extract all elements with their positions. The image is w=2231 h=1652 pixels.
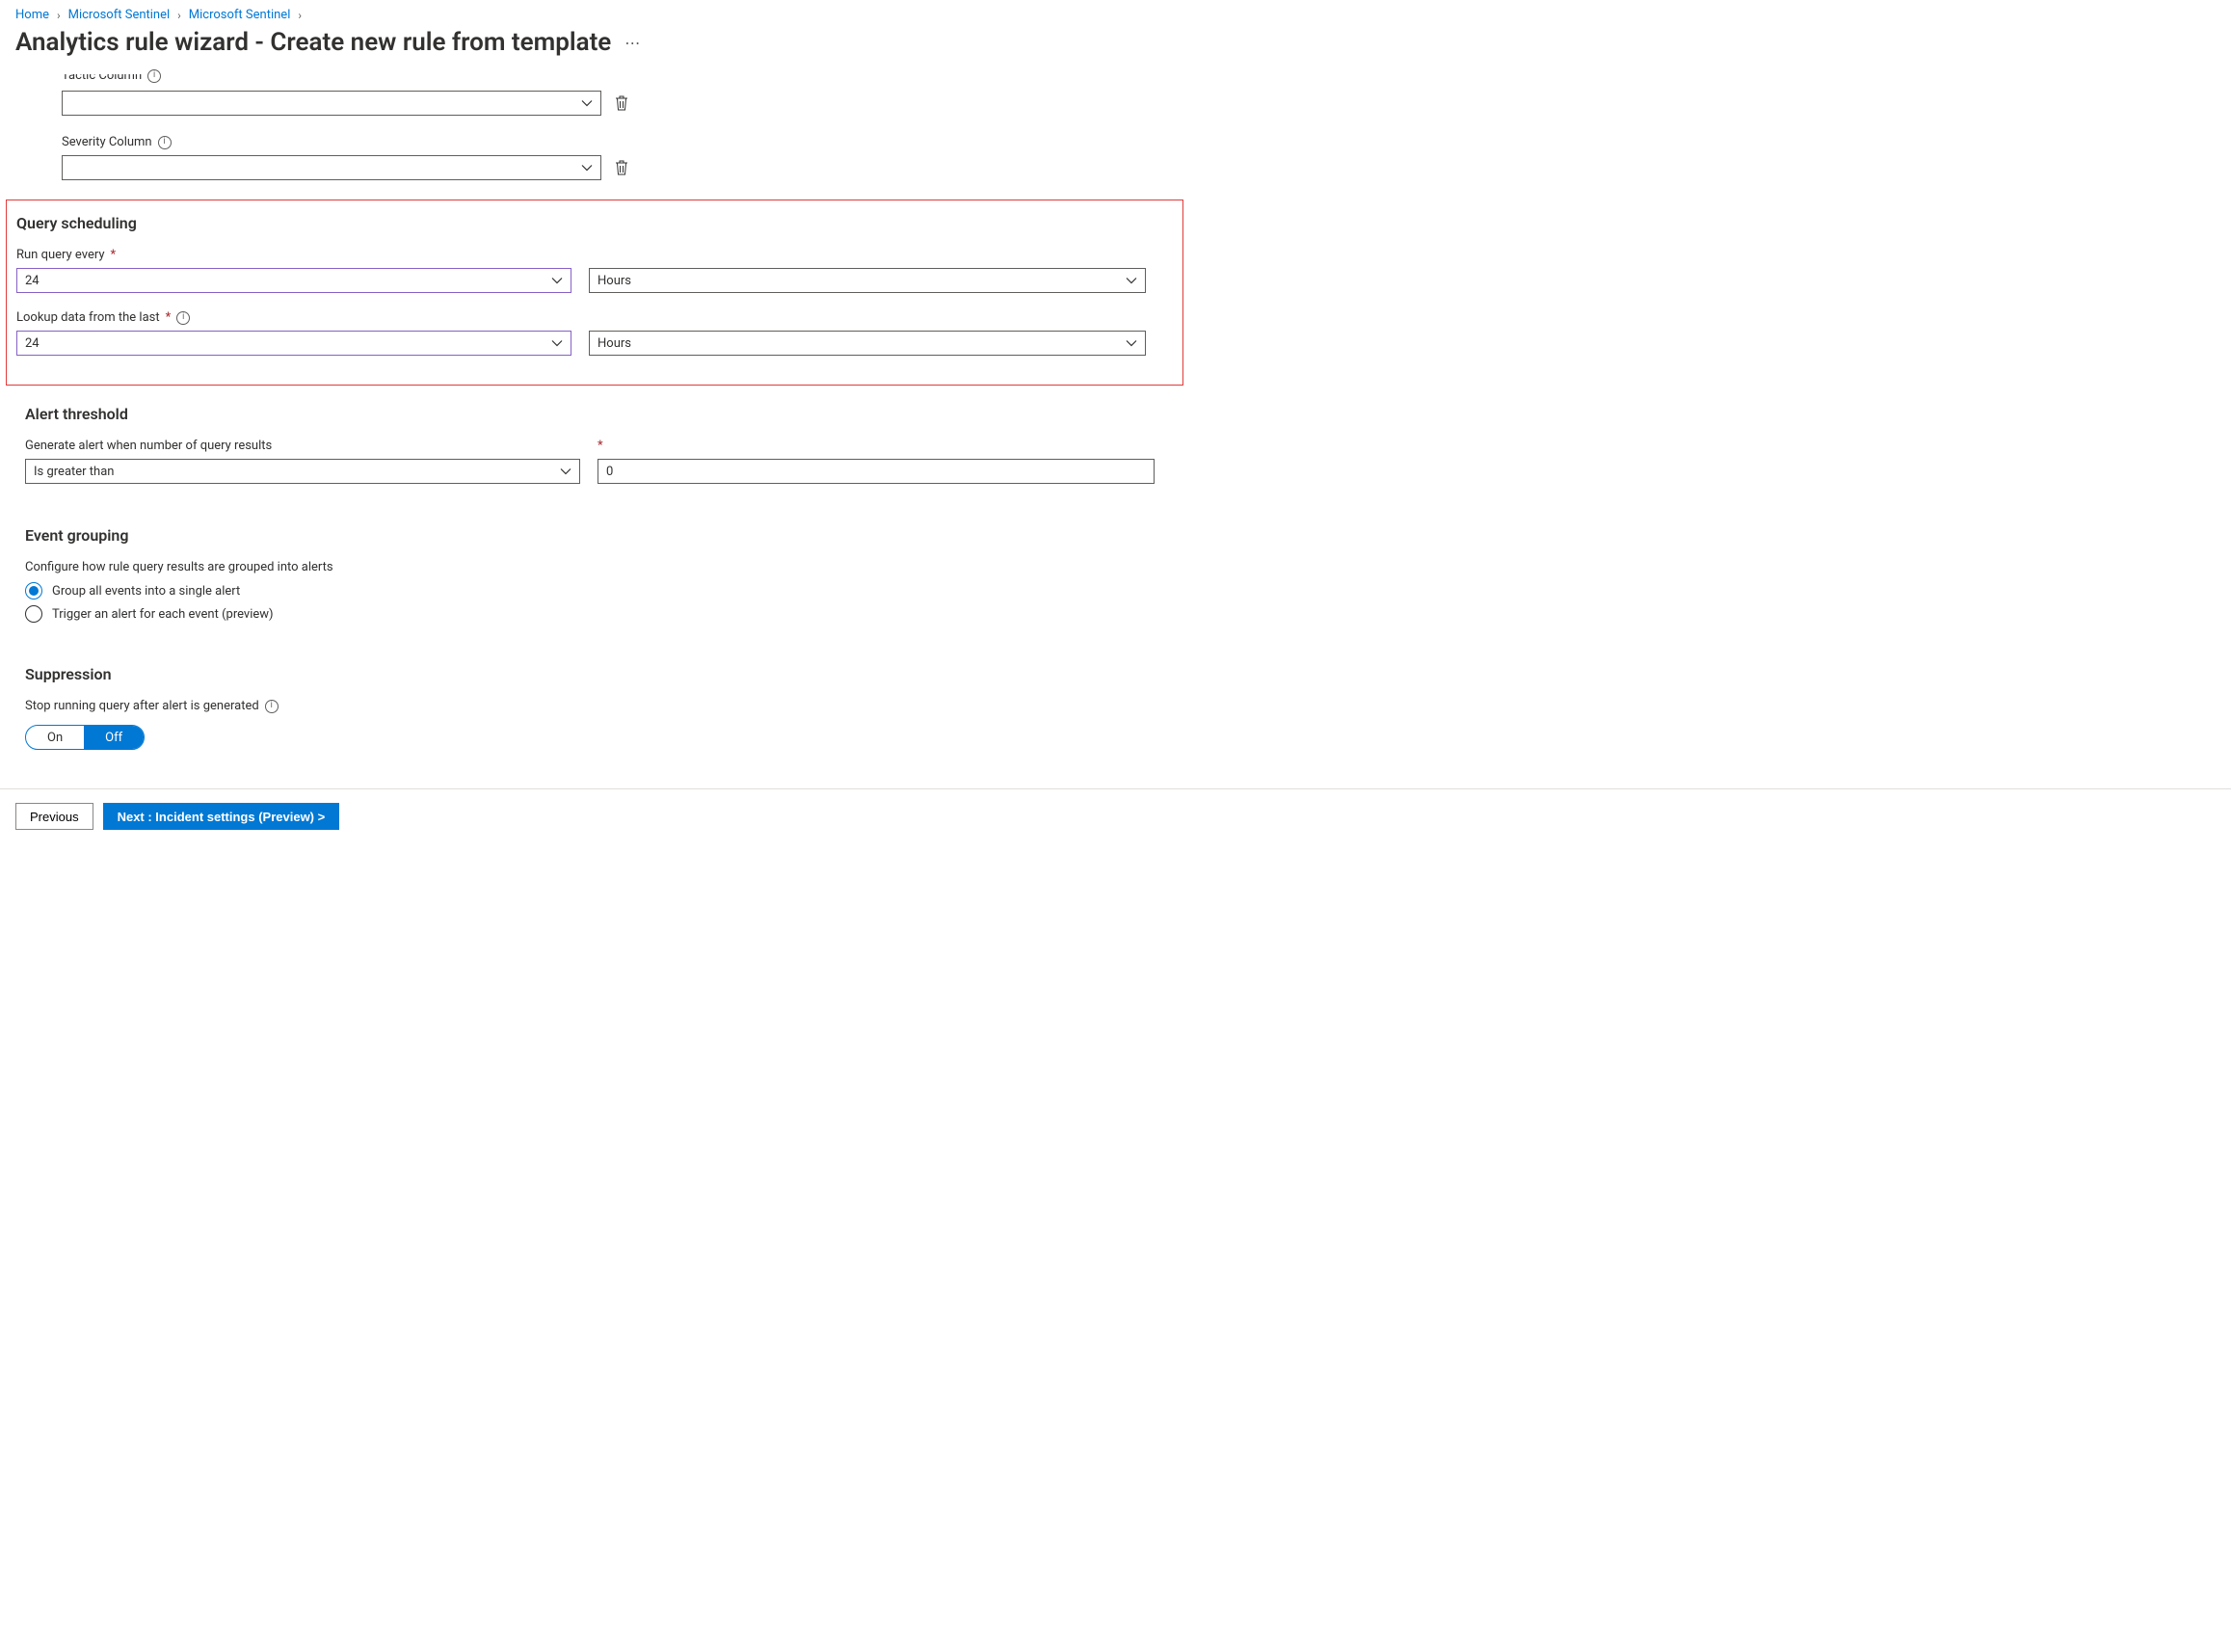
- run-query-every-unit: Hours: [598, 274, 631, 288]
- run-query-every-label: Run query every*: [16, 248, 1173, 262]
- chevron-down-icon: [551, 337, 563, 349]
- severity-column-dropdown[interactable]: [62, 155, 601, 180]
- event-grouping-option-1-label: Group all events into a single alert: [52, 584, 240, 599]
- more-actions-icon[interactable]: ⋯: [624, 34, 641, 52]
- chevron-down-icon: [551, 275, 563, 286]
- severity-column-label: Severity Column i: [62, 135, 1210, 149]
- suppression-off[interactable]: Off: [84, 726, 144, 749]
- event-grouping-option-2[interactable]: Trigger an alert for each event (preview…: [25, 605, 1193, 623]
- info-icon[interactable]: i: [265, 700, 279, 713]
- alert-threshold-value-input[interactable]: 0: [598, 459, 1155, 484]
- alert-threshold-label: Generate alert when number of query resu…: [25, 439, 580, 453]
- breadcrumb-sentinel-1[interactable]: Microsoft Sentinel: [68, 8, 171, 22]
- lookup-data-label: Lookup data from the last* i: [16, 310, 1173, 325]
- run-query-every-unit-dropdown[interactable]: Hours: [589, 268, 1146, 293]
- lookup-value: 24: [25, 336, 40, 351]
- delete-icon[interactable]: [615, 160, 628, 175]
- alert-threshold-operator: Is greater than: [34, 465, 114, 479]
- suppression-label: Stop running query after alert is genera…: [25, 699, 1193, 713]
- breadcrumb-sentinel-2[interactable]: Microsoft Sentinel: [189, 8, 291, 22]
- event-grouping-option-1[interactable]: Group all events into a single alert: [25, 582, 1193, 600]
- chevron-down-icon: [581, 162, 593, 173]
- radio-checked-icon: [25, 582, 42, 600]
- previous-button[interactable]: Previous: [15, 803, 93, 830]
- info-icon[interactable]: i: [158, 136, 172, 149]
- chevron-right-icon: ›: [298, 9, 302, 22]
- suppression-toggle[interactable]: On Off: [25, 725, 145, 750]
- chevron-down-icon: [560, 466, 571, 477]
- breadcrumb-home[interactable]: Home: [15, 8, 49, 22]
- alert-threshold-value: 0: [606, 465, 613, 479]
- chevron-down-icon: [1126, 275, 1137, 286]
- lookup-unit: Hours: [598, 336, 631, 351]
- event-grouping-option-2-label: Trigger an alert for each event (preview…: [52, 607, 274, 622]
- suppression-title: Suppression: [25, 665, 1193, 683]
- chevron-right-icon: ›: [177, 9, 181, 22]
- required-indicator: *: [598, 439, 603, 453]
- alert-threshold-title: Alert threshold: [25, 405, 1193, 423]
- chevron-right-icon: ›: [57, 9, 61, 22]
- page-title: Analytics rule wizard - Create new rule …: [15, 28, 611, 57]
- event-grouping-desc: Configure how rule query results are gro…: [25, 560, 1193, 574]
- alert-threshold-operator-dropdown[interactable]: Is greater than: [25, 459, 580, 484]
- tactic-column-label: Tactic Column i: [62, 68, 1210, 83]
- run-query-every-value: 24: [25, 274, 40, 288]
- breadcrumb: Home › Microsoft Sentinel › Microsoft Se…: [15, 0, 2216, 28]
- query-scheduling-title: Query scheduling: [16, 214, 1173, 232]
- next-button[interactable]: Next : Incident settings (Preview) >: [103, 803, 340, 830]
- info-icon[interactable]: i: [147, 69, 161, 83]
- chevron-down-icon: [581, 97, 593, 109]
- tactic-column-dropdown[interactable]: [62, 91, 601, 116]
- wizard-footer: Previous Next : Incident settings (Previ…: [0, 788, 2231, 843]
- info-icon[interactable]: i: [176, 311, 190, 325]
- lookup-value-dropdown[interactable]: 24: [16, 331, 571, 356]
- chevron-down-icon: [1126, 337, 1137, 349]
- event-grouping-title: Event grouping: [25, 526, 1193, 545]
- delete-icon[interactable]: [615, 95, 628, 111]
- run-query-every-value-dropdown[interactable]: 24: [16, 268, 571, 293]
- suppression-on[interactable]: On: [26, 726, 84, 749]
- query-scheduling-section: Query scheduling Run query every* 24 Hou…: [6, 200, 1183, 386]
- lookup-unit-dropdown[interactable]: Hours: [589, 331, 1146, 356]
- radio-unchecked-icon: [25, 605, 42, 623]
